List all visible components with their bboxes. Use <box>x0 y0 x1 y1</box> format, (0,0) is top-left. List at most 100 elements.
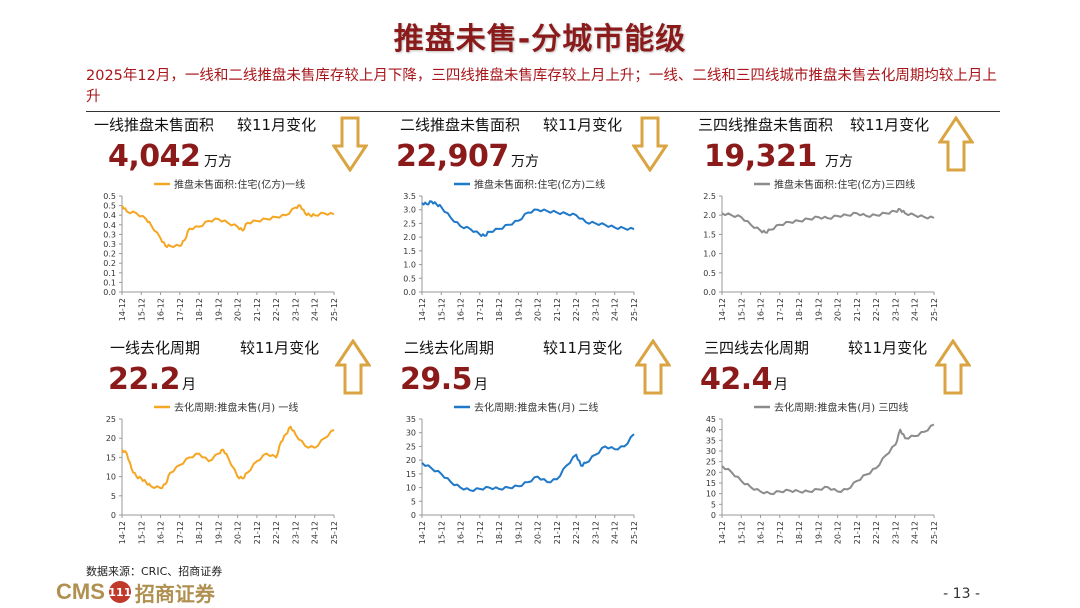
panel-label: 二线推盘未售面积 <box>400 116 521 134</box>
y-tick-label: 5 <box>711 500 716 509</box>
x-tick-label: 23-12 <box>891 521 900 544</box>
series-line <box>721 423 935 496</box>
x-tick-label: 16-12 <box>457 298 466 321</box>
logo-latin: CMS <box>56 579 105 604</box>
x-tick-label: 15-12 <box>737 298 746 321</box>
y-tick-label: 0.5 <box>703 269 716 278</box>
panel-tier1-cycle: 一线去化周期 较11月变化 22.2 月去化周期:推盘未售(月) 一线 0 5 10 15 20… <box>80 337 380 562</box>
x-tick-label: 21-12 <box>553 298 562 321</box>
x-tick-label: 18-12 <box>795 521 804 544</box>
compare-label: 较11月变化 <box>240 339 320 357</box>
y-tick-label: 0.0 <box>103 288 116 297</box>
y-tick-label: 35 <box>406 415 416 424</box>
x-tick-label: 21-12 <box>553 521 562 544</box>
x-tick-label: 23-12 <box>591 298 600 321</box>
panel-label: 一线推盘未售面积 <box>94 116 215 134</box>
x-tick-label: 17-12 <box>476 298 485 321</box>
x-tick-label: 19-12 <box>814 521 823 544</box>
panel-label: 二线去化周期 <box>404 339 495 357</box>
x-tick-label: 14-12 <box>118 521 127 544</box>
x-tick-label: 25-12 <box>330 298 339 321</box>
y-tick-label: 25 <box>706 458 716 467</box>
company-logo: CMS 111 招商证券 <box>56 578 215 606</box>
y-tick-label: 30 <box>706 447 716 456</box>
x-tick-label: 24-12 <box>611 521 620 544</box>
y-tick-label: 5 <box>111 492 116 501</box>
y-tick-label: 1.0 <box>403 261 416 270</box>
arrow-up-icon <box>635 339 671 395</box>
x-tick-label: 21-12 <box>253 298 262 321</box>
x-tick-label: 25-12 <box>330 521 339 544</box>
legend: 推盘未售面积:住宅(亿方)二线 <box>454 178 605 191</box>
x-tick-label: 15-12 <box>437 298 446 321</box>
y-tick-label: 1.0 <box>703 250 716 259</box>
x-tick-label: 14-12 <box>418 298 427 321</box>
panel-label: 三四线推盘未售面积 <box>698 116 834 134</box>
y-tick-label: 35 <box>706 436 716 445</box>
y-tick-label: 1.5 <box>703 230 716 239</box>
y-tick-label: 2.5 <box>403 219 416 228</box>
x-tick-label: 18-12 <box>495 298 504 321</box>
y-tick-label: 0 <box>111 511 116 520</box>
x-tick-label: 19-12 <box>214 521 223 544</box>
y-tick-label: 0.1 <box>103 269 116 278</box>
x-tick-label: 17-12 <box>176 521 185 544</box>
y-tick-label: 2.0 <box>403 233 416 242</box>
series-line <box>421 433 635 492</box>
y-tick-label: 30 <box>406 429 416 438</box>
y-tick-label: 20 <box>106 434 116 443</box>
x-tick-label: 20-12 <box>534 521 543 544</box>
headline-unit: 万方 <box>204 154 232 170</box>
x-tick-label: 20-12 <box>834 521 843 544</box>
x-tick-label: 24-12 <box>611 298 620 321</box>
summary-text: 2025年12月，一线和二线推盘未售库存较上月下降，三四线推盘未售库存较上月上升… <box>86 68 997 105</box>
data-source: 数据来源：CRIC、招商证券 <box>86 565 223 578</box>
line-chart: 推盘未售面积:住宅(亿方)二线 0.0 0.5 1.0 1.5 2.0 2.5 3.0 3.5 1… <box>403 178 639 321</box>
x-tick-label: 18-12 <box>795 298 804 321</box>
headline-value: 19,321 <box>704 139 817 174</box>
x-tick-label: 22-12 <box>572 521 581 544</box>
x-tick-label: 23-12 <box>291 298 300 321</box>
y-tick-label: 15 <box>406 470 416 479</box>
legend-label: 推盘未售面积:住宅(亿方)二线 <box>474 178 605 191</box>
x-tick-label: 17-12 <box>776 521 785 544</box>
x-tick-label: 17-12 <box>476 521 485 544</box>
y-tick-label: 0.1 <box>103 278 116 287</box>
y-tick-label: 3.0 <box>403 206 416 215</box>
x-tick-label: 22-12 <box>872 298 881 321</box>
x-tick-label: 19-12 <box>514 298 523 321</box>
x-tick-label: 25-12 <box>930 521 939 544</box>
line-chart: 推盘未售面积:住宅(亿方)三四线 0.0 0.5 1.0 1.5 2.0 2.5 14-12 1… <box>703 178 939 321</box>
arrow-up-icon <box>938 116 974 172</box>
arrow-down-icon <box>332 116 368 172</box>
y-tick-label: 0.5 <box>103 202 116 211</box>
x-tick-label: 18-12 <box>195 521 204 544</box>
y-tick-label: 0 <box>711 511 716 520</box>
y-tick-label: 2.5 <box>703 192 716 201</box>
x-tick-label: 24-12 <box>311 298 320 321</box>
series-line <box>121 425 335 490</box>
y-tick-label: 45 <box>706 415 716 424</box>
panel-label: 三四线去化周期 <box>704 339 810 357</box>
line-chart: 推盘未售面积:住宅(亿方)一线0.00.10.10.20.20.30.30.40… <box>103 178 339 321</box>
legend-label: 去化周期:推盘未售(月) 二线 <box>474 401 598 414</box>
x-tick-label: 22-12 <box>272 298 281 321</box>
headline-unit: 万方 <box>825 154 853 170</box>
y-tick-label: 20 <box>406 456 416 465</box>
panel-tier3-cycle: 三四线去化周期 较11月变化 42.4 月去化周期:推盘未售(月) 三四线 0 5 10 15… <box>680 337 980 562</box>
arrow-up-icon <box>335 339 371 395</box>
x-tick-label: 21-12 <box>853 298 862 321</box>
x-tick-label: 22-12 <box>572 298 581 321</box>
y-tick-label: 0.0 <box>403 288 416 297</box>
x-tick-label: 20-12 <box>234 298 243 321</box>
y-tick-label: 2.0 <box>703 211 716 220</box>
line-chart: 去化周期:推盘未售(月) 二线 0 5 10 15 20 25 30 35 14-12 15-12 1… <box>406 401 639 544</box>
y-tick-label: 0.0 <box>703 288 716 297</box>
legend: 推盘未售面积:住宅(亿方)一线 <box>154 178 305 191</box>
x-tick-label: 17-12 <box>176 298 185 321</box>
panel-tier3-inventory: 三四线推盘未售面积 较11月变化 19,321 万方 推盘未售面积:住宅(亿方)三四线 0… <box>680 114 980 339</box>
y-tick-label: 3.5 <box>403 192 416 201</box>
headline-unit: 月 <box>774 377 788 393</box>
x-tick-label: 15-12 <box>137 521 146 544</box>
